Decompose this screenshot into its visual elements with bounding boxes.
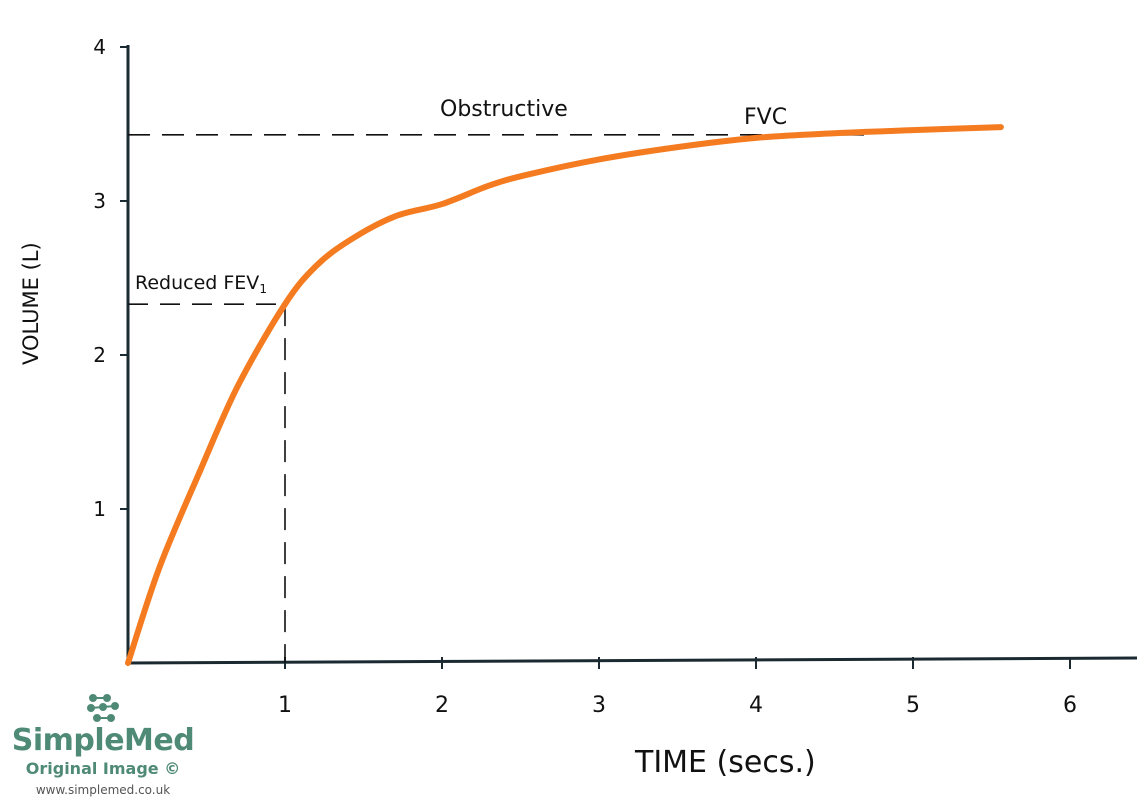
volume-time-curve — [125, 124, 1004, 666]
x-tick-label: 1 — [278, 693, 292, 718]
y-tick-label: 1 — [93, 497, 106, 521]
watermark-subtitle: Original Image © — [25, 759, 181, 778]
y-axis-label: VOLUME (L) — [19, 242, 43, 365]
x-tick-label: 2 — [435, 693, 449, 718]
simplemed-watermark: SimpleMed Original Image © www.simplemed… — [8, 694, 198, 800]
annotation-obstructive: Obstructive — [440, 97, 568, 122]
fev1-label-sub: 1 — [259, 282, 267, 296]
y-tick-label: 3 — [93, 189, 106, 213]
fev1-label-main: Reduced FEV — [135, 272, 259, 294]
x-tick-label: 4 — [749, 693, 763, 718]
molecule-logo-icon — [87, 694, 119, 722]
x-tick-label: 5 — [906, 693, 920, 718]
x-tick-label: 6 — [1063, 693, 1077, 718]
watermark-brand: SimpleMed — [11, 723, 195, 758]
x-tick-label: 3 — [592, 693, 606, 718]
y-tick-label: 2 — [93, 343, 106, 367]
watermark-url: www.simplemed.co.uk — [35, 783, 171, 797]
fev1-label: Reduced FEV1 — [135, 272, 267, 296]
x-axis-label: TIME (secs.) — [634, 745, 816, 780]
y-tick-label: 4 — [93, 35, 106, 59]
fvc-label: FVC — [744, 105, 787, 130]
x-axis-line — [127, 656, 1138, 665]
